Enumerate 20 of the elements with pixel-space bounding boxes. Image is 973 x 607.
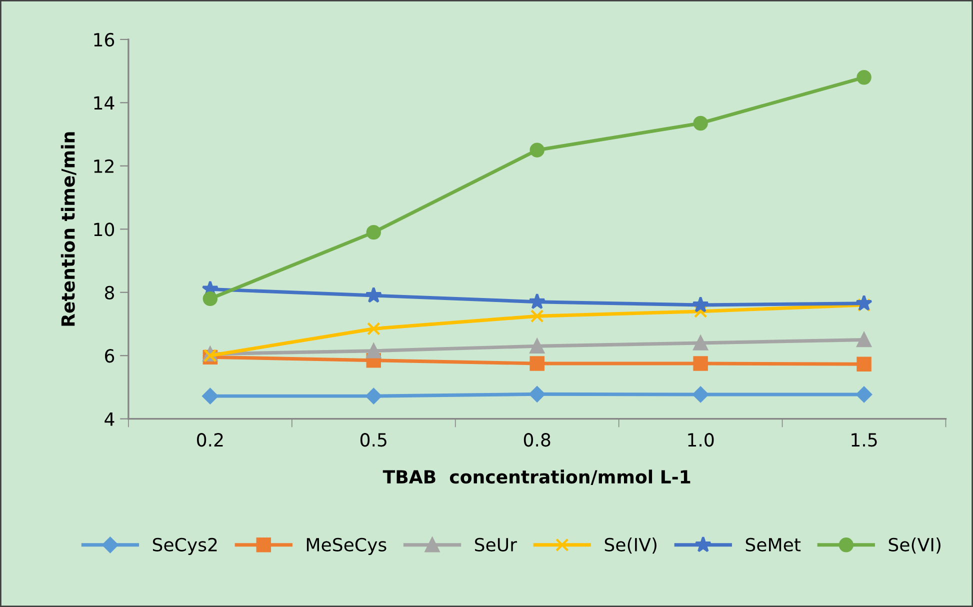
x-tick-label: 0.8: [524, 433, 550, 447]
y-tick-label: 6: [105, 349, 114, 363]
legend-label: SeMet: [746, 538, 801, 552]
x-tick-label: 0.5: [360, 433, 386, 447]
x-tick-label: 0.2: [197, 433, 223, 447]
legend-label: SeUr: [474, 538, 518, 552]
legend-label: Se(VI): [888, 538, 940, 554]
legend-label: Se(IV): [604, 538, 656, 554]
y-tick-label: 10: [94, 222, 114, 236]
y-tick-label: 12: [94, 159, 114, 173]
y-tick-label: 14: [94, 96, 114, 110]
legend-label: SeCys2: [152, 538, 217, 555]
legend-label: MeSeCys: [306, 538, 386, 555]
x-axis-title: TBAB concentration/mmol L-1: [382, 470, 690, 486]
x-tick-label: 1.0: [688, 433, 714, 447]
y-tick-label: 16: [94, 32, 114, 47]
x-tick-label: 1.5: [852, 433, 877, 447]
y-tick-label: 4: [104, 412, 114, 426]
y-axis-title: Retention time/min: [60, 132, 76, 326]
y-tick-label: 8: [104, 286, 114, 300]
